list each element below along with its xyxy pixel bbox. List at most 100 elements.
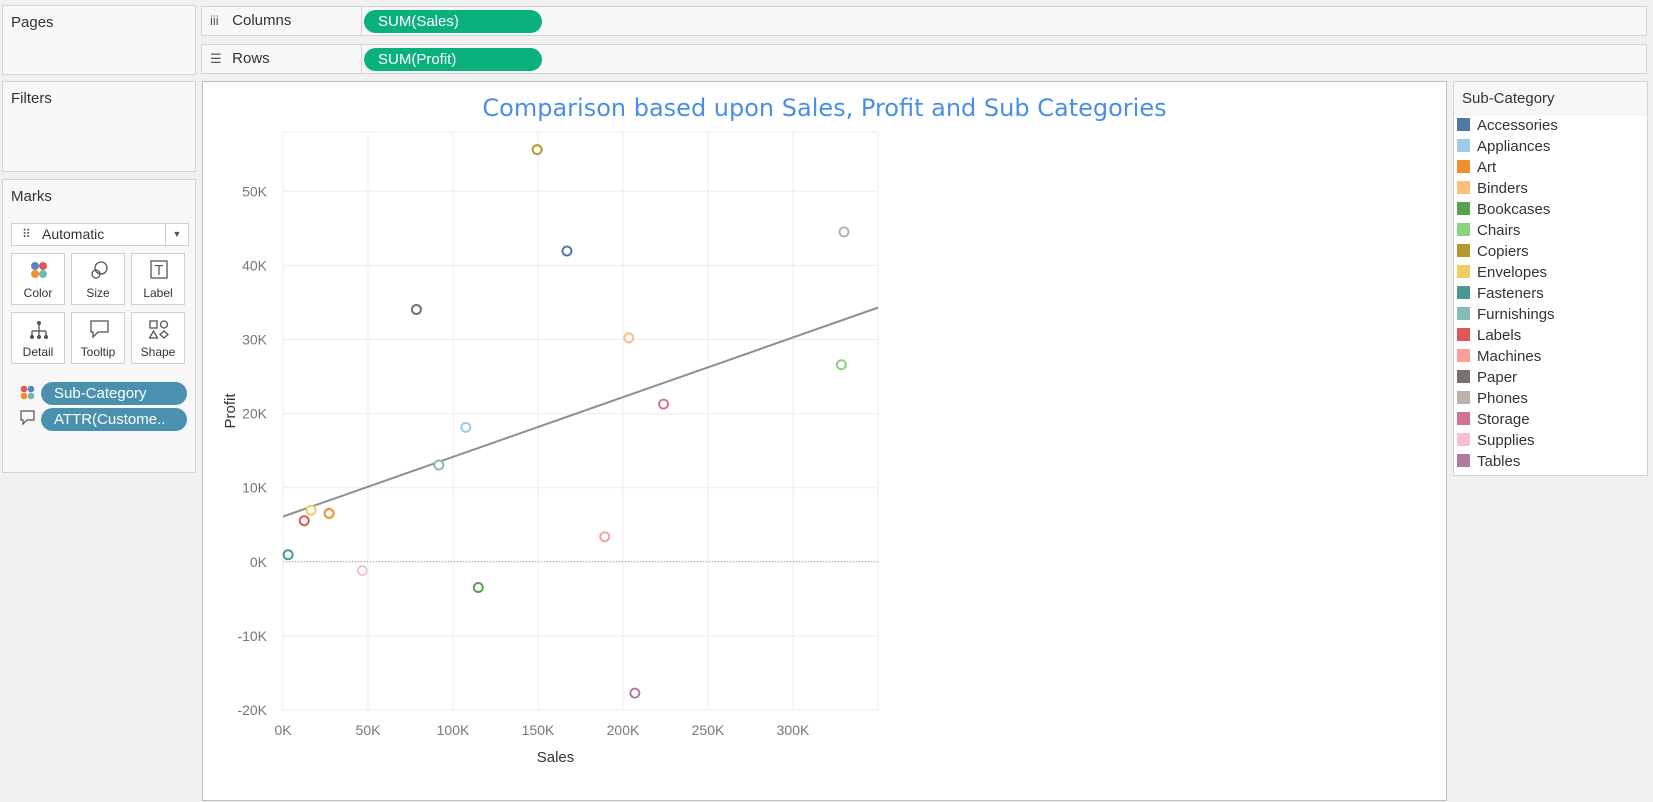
data-point-paper[interactable] [410,303,422,315]
data-point-fasteners[interactable] [282,549,294,561]
detail-button[interactable]: Detail [11,312,65,364]
legend-label: Tables [1477,453,1521,470]
x-tick-label: 0K [274,722,292,738]
data-point-binders[interactable] [623,332,635,344]
data-point-furnishings[interactable] [433,459,445,471]
legend-swatch [1457,433,1470,446]
data-point-storage[interactable] [658,398,670,410]
legend-item[interactable]: Appliances [1457,137,1550,157]
columns-icon: iii [210,13,219,28]
legend-item[interactable]: Accessories [1457,116,1558,136]
chart-title: Comparison based upon Sales, Profit and … [482,94,1167,122]
legend-item[interactable]: Fasteners [1457,284,1544,304]
legend-swatch [1457,307,1470,320]
legend-swatch [1457,118,1470,131]
legend-item[interactable]: Envelopes [1457,263,1547,283]
y-tick-label: 30K [242,331,268,347]
mark-type-value: Automatic [42,226,105,242]
tooltip-button[interactable]: Tooltip [71,312,125,364]
detail-icon [30,321,48,339]
sub-category-pill[interactable]: Sub-Category [41,382,187,405]
y-tick-label: 20K [242,406,268,422]
data-point-bookcases[interactable] [472,582,484,594]
color-field-icon [20,385,35,400]
x-tick-label: 50K [356,722,382,738]
legend-label: Furnishings [1477,306,1555,323]
attr-customer-pill[interactable]: ATTR(Custome.. [41,408,187,431]
data-point-labels[interactable] [298,515,310,527]
legend-item[interactable]: Chairs [1457,221,1520,241]
data-point-copiers[interactable] [531,144,543,156]
legend-label: Art [1477,159,1497,176]
automatic-marks-icon: ⠿ [22,227,31,241]
data-point-art[interactable] [323,507,335,519]
x-tick-label: 200K [607,722,640,738]
x-tick-label: 250K [692,722,725,738]
label-label: Label [143,286,173,300]
rows-label: Rows [232,50,270,67]
legend-item[interactable]: Binders [1457,179,1528,199]
pages-title: Pages [11,14,54,31]
scatter-plot: 0K 50K 100K 150K 200K 250K 300K -20K -10K 0K 10K 20… [222,131,879,766]
legend-item[interactable]: Labels [1457,326,1521,346]
legend-label: Fasteners [1477,285,1544,302]
chevron-down-icon[interactable]: ▼ [165,224,188,245]
data-point-supplies[interactable] [356,565,368,577]
tooltip-icon [90,320,109,339]
label-button[interactable]: T Label [131,253,185,305]
legend-item[interactable]: Phones [1457,389,1528,409]
y-tick-label: 0K [250,554,268,570]
columns-label: Columns [232,12,292,29]
legend-swatch [1457,328,1470,341]
legend-swatch [1457,370,1470,383]
legend-item[interactable]: Furnishings [1457,305,1555,325]
y-tick-label: -10K [237,628,267,644]
x-axis-label: Sales [537,749,575,766]
legend-item[interactable]: Paper [1457,368,1517,388]
legend-item[interactable]: Art [1457,158,1496,178]
legend-label: Envelopes [1477,264,1548,281]
legend-swatch [1457,286,1470,299]
legend-label: Copiers [1477,243,1529,260]
legend-item[interactable]: Tables [1457,452,1520,472]
legend-item[interactable]: Supplies [1457,431,1535,451]
data-point-accessories[interactable] [561,245,573,257]
svg-text:T: T [154,264,163,279]
data-point-chairs[interactable] [835,359,847,371]
rows-shelf[interactable]: ☰ Rows SUM(Profit) [201,44,1647,74]
legend-label: Labels [1477,327,1522,344]
legend-label: Chairs [1477,222,1521,239]
legend-label: Supplies [1477,432,1535,449]
color-button[interactable]: Color [11,253,65,305]
pages-shelf[interactable]: Pages [2,5,196,75]
legend-swatch [1457,349,1470,362]
legend-item[interactable]: Storage [1457,410,1530,430]
filters-shelf[interactable]: Filters [2,81,196,172]
legend-item[interactable]: Copiers [1457,242,1529,262]
size-button[interactable]: Size [71,253,125,305]
legend-label: Binders [1477,180,1528,197]
shape-button[interactable]: Shape [131,312,185,364]
data-point-machines[interactable] [599,531,611,543]
mark-type-dropdown[interactable]: ⠿ Automatic ▼ [11,223,189,246]
data-point-appliances[interactable] [460,421,472,433]
sum-sales-pill[interactable]: SUM(Sales) [364,10,542,33]
detail-label: Detail [22,345,54,359]
text-label-icon: T [150,260,168,279]
data-point-envelopes[interactable] [305,504,317,516]
rows-label-area: ☰ Rows [202,45,362,73]
color-label: Color [23,286,53,300]
data-point-tables[interactable] [629,687,641,699]
legend-item[interactable]: Machines [1457,347,1541,367]
legend-swatch [1457,412,1470,425]
trend-line [282,306,879,518]
tooltip-field-icon [20,410,35,426]
shape-label: Shape [140,345,176,359]
x-tick-label: 150K [522,722,555,738]
sum-profit-pill[interactable]: SUM(Profit) [364,48,542,71]
legend-swatch [1457,181,1470,194]
legend-item[interactable]: Bookcases [1457,200,1550,220]
data-point-phones[interactable] [838,226,850,238]
columns-shelf[interactable]: iii Columns SUM(Sales) [201,6,1647,36]
legend-swatch [1457,202,1470,215]
